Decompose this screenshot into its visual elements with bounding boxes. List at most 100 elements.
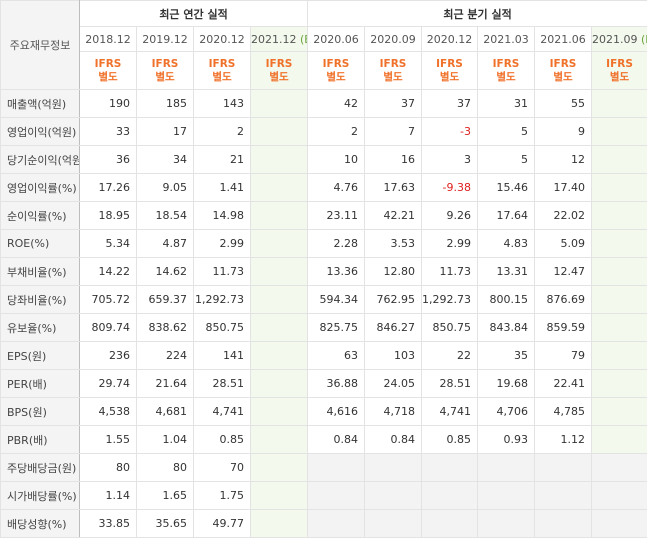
table-cell — [308, 510, 365, 538]
table-cell — [592, 90, 647, 118]
table-cell: 13.36 — [308, 258, 365, 286]
table-cell: 825.75 — [308, 314, 365, 342]
table-cell: 12.47 — [535, 258, 592, 286]
table-cell — [592, 482, 647, 510]
table-cell: 5.09 — [535, 230, 592, 258]
table-cell: 9 — [535, 118, 592, 146]
table-cell: 2.99 — [194, 230, 251, 258]
ifrs-label: IFRS — [478, 58, 534, 71]
table-cell: 70 — [194, 454, 251, 482]
table-cell: 4,681 — [137, 398, 194, 426]
table-cell: 846.27 — [365, 314, 422, 342]
table-cell: 236 — [80, 342, 137, 370]
table-cell: 859.59 — [535, 314, 592, 342]
table-cell: 22.02 — [535, 202, 592, 230]
table-cell — [592, 286, 647, 314]
table-cell: 0.84 — [365, 426, 422, 454]
table-cell: 103 — [365, 342, 422, 370]
table-cell: 141 — [194, 342, 251, 370]
table-cell: 22 — [422, 342, 478, 370]
table-cell: 2.28 — [308, 230, 365, 258]
table-cell: 4.83 — [478, 230, 535, 258]
table-cell — [592, 118, 647, 146]
table-cell — [478, 454, 535, 482]
table-cell: 4,538 — [80, 398, 137, 426]
table-cell — [308, 454, 365, 482]
table-cell: 876.69 — [535, 286, 592, 314]
table-cell — [478, 482, 535, 510]
table-cell: 224 — [137, 342, 194, 370]
table-cell — [251, 370, 308, 398]
ifrs-label: IFRS — [365, 58, 421, 71]
separate-label: 별도 — [308, 71, 364, 84]
table-cell: 21.64 — [137, 370, 194, 398]
table-cell: 4,718 — [365, 398, 422, 426]
table-cell: 13.31 — [478, 258, 535, 286]
table-cell — [535, 510, 592, 538]
table-cell: 4,741 — [194, 398, 251, 426]
table-cell: 850.75 — [194, 314, 251, 342]
table-cell: 14.62 — [137, 258, 194, 286]
table-cell — [592, 202, 647, 230]
table-cell — [251, 454, 308, 482]
table-cell: 36 — [80, 146, 137, 174]
table-cell: 21 — [194, 146, 251, 174]
table-cell: 12.80 — [365, 258, 422, 286]
table-cell: 809.74 — [80, 314, 137, 342]
table-cell: 800.15 — [478, 286, 535, 314]
table-cell — [251, 90, 308, 118]
table-cell: 2 — [194, 118, 251, 146]
table-cell: 31 — [478, 90, 535, 118]
table-cell — [592, 398, 647, 426]
separate-label: 별도 — [137, 71, 193, 84]
period-header: 2021.03 — [478, 27, 535, 52]
table-cell: 79 — [535, 342, 592, 370]
table-cell: 14.22 — [80, 258, 137, 286]
table-cell: 11.73 — [194, 258, 251, 286]
row-label: 당기순이익(억원) — [1, 146, 80, 174]
table-cell — [365, 482, 422, 510]
row-label: PER(배) — [1, 370, 80, 398]
table-cell: 17.63 — [365, 174, 422, 202]
row-label: 당좌비율(%) — [1, 286, 80, 314]
table-cell: 80 — [80, 454, 137, 482]
table-cell: 22.41 — [535, 370, 592, 398]
period-header: 2021.12 (E) — [251, 27, 308, 52]
table-cell — [251, 258, 308, 286]
table-cell — [365, 510, 422, 538]
table-cell — [251, 118, 308, 146]
table-cell: 594.34 — [308, 286, 365, 314]
table-cell: 838.62 — [137, 314, 194, 342]
table-cell: 0.85 — [194, 426, 251, 454]
table-cell: 0.85 — [422, 426, 478, 454]
row-label: 주당배당금(원) — [1, 454, 80, 482]
table-cell — [251, 398, 308, 426]
table-cell: -9.38 — [422, 174, 478, 202]
table-cell: 17.26 — [80, 174, 137, 202]
table-cell: 4,741 — [422, 398, 478, 426]
quarter-title: 최근 분기 실적 — [308, 1, 647, 27]
table-cell: 36.88 — [308, 370, 365, 398]
row-label: PBR(배) — [1, 426, 80, 454]
table-cell: 35.65 — [137, 510, 194, 538]
table-cell: 17 — [137, 118, 194, 146]
table-cell — [422, 482, 478, 510]
row-label: 시가배당률(%) — [1, 482, 80, 510]
table-cell: 17.40 — [535, 174, 592, 202]
